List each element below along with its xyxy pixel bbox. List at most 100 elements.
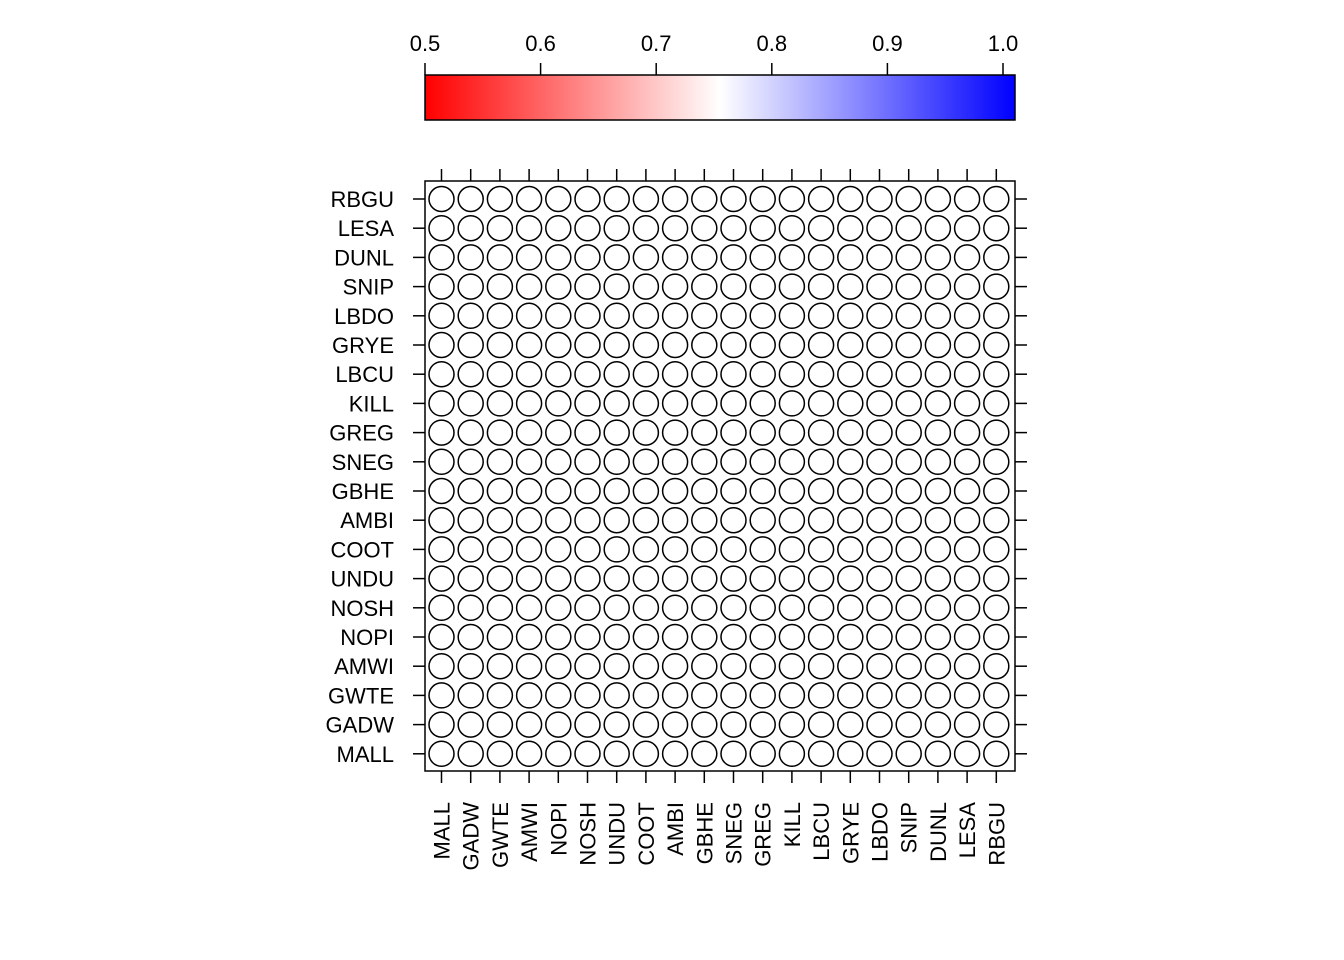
cell-circle	[866, 448, 893, 476]
cell-circle	[778, 652, 806, 680]
cell-circle	[749, 185, 776, 213]
cell-circle	[428, 623, 455, 651]
cell-circle	[515, 711, 543, 738]
cell-circle	[924, 419, 952, 446]
cell-circle	[545, 390, 572, 417]
x-tick-label: KILL	[780, 802, 805, 847]
cell-circle	[545, 594, 572, 622]
cell-circle	[603, 419, 630, 446]
cell-circle	[486, 331, 514, 359]
x-tick-label: RBGU	[984, 802, 1009, 866]
cell-circle	[486, 273, 514, 300]
x-tick-label: GRYE	[838, 802, 863, 864]
cell-circle	[720, 536, 747, 563]
cell-circle	[895, 711, 922, 738]
cell-circle	[983, 740, 1010, 768]
cell-circle	[661, 594, 689, 622]
cell-circle	[807, 448, 835, 476]
x-tick-label: LESA	[955, 802, 980, 859]
y-tick-label: LBDO	[334, 304, 394, 329]
cell-circle	[428, 711, 455, 738]
cell-circle	[866, 390, 893, 417]
cell-circle	[983, 652, 1010, 680]
cell-circle	[895, 506, 922, 534]
cell-circle	[428, 419, 455, 446]
cell-circle	[720, 594, 747, 622]
colorbar-tick-label: 0.6	[525, 31, 556, 56]
cell-circle	[895, 419, 922, 446]
cell-circle	[720, 244, 747, 271]
cell-circle	[924, 594, 952, 622]
cell-circle	[924, 390, 952, 417]
cell-circle	[983, 623, 1010, 651]
cell-circle	[837, 419, 864, 446]
y-tick-label: UNDU	[330, 567, 394, 592]
cell-circle	[574, 565, 601, 592]
cell-circle	[749, 302, 776, 330]
plot-frame	[424, 180, 1016, 772]
cell-circle	[983, 682, 1010, 709]
cell-circle	[924, 273, 952, 300]
cell-circle	[428, 244, 455, 271]
cell-circle	[983, 565, 1010, 592]
cell-circle	[778, 331, 806, 359]
cell-circle	[983, 214, 1010, 242]
cell-circle	[545, 740, 572, 768]
cell-circle	[661, 565, 689, 592]
cell-circle	[545, 565, 572, 592]
y-tick-label: LBCU	[335, 362, 394, 387]
cell-circle	[807, 623, 835, 651]
cell-circle	[953, 506, 981, 534]
cell-circle	[603, 711, 630, 738]
cell-circle	[603, 390, 630, 417]
cell-circle	[778, 419, 806, 446]
y-tick-label: GWTE	[328, 683, 394, 708]
cell-circle	[837, 331, 864, 359]
cell-circle	[486, 594, 514, 622]
cell-circle	[691, 477, 718, 505]
cell-circle	[749, 740, 776, 768]
cell-circle	[837, 214, 864, 242]
cell-circle	[632, 419, 660, 446]
cell-circle	[661, 214, 689, 242]
colorbar: 0.5 0.6 0.7 0.8 0.9 1.0	[410, 31, 1018, 121]
cell-circle	[574, 244, 601, 271]
cell-circle	[574, 623, 601, 651]
cell-circle	[778, 536, 806, 563]
cell-circle	[866, 244, 893, 271]
cell-circle	[661, 360, 689, 388]
cell-circle	[866, 360, 893, 388]
cell-circle	[545, 652, 572, 680]
cell-circle	[924, 652, 952, 680]
cell-circle	[807, 390, 835, 417]
cell-circle	[661, 390, 689, 417]
cell-circle	[720, 623, 747, 651]
cell-circle	[749, 652, 776, 680]
cell-circle	[428, 360, 455, 388]
y-tick-label: AMWI	[334, 654, 394, 679]
cell-circle	[691, 331, 718, 359]
cell-circle	[953, 419, 981, 446]
cell-circle	[545, 185, 572, 213]
cell-circle	[515, 565, 543, 592]
cell-circle	[953, 331, 981, 359]
cell-circle	[983, 711, 1010, 738]
cell-circle	[807, 360, 835, 388]
cell-circle	[632, 477, 660, 505]
cell-circle	[515, 623, 543, 651]
cell-circle	[778, 360, 806, 388]
cell-circle	[720, 302, 747, 330]
cell-circle	[486, 390, 514, 417]
cell-circle	[574, 214, 601, 242]
cell-circle	[720, 682, 747, 709]
cell-circle	[895, 273, 922, 300]
cell-circle	[837, 682, 864, 709]
y-axis: RBGU LESA DUNL SNIP LBDO GRYE LBCU KILL GREG SNEG…	[326, 187, 1027, 767]
cell-circle	[866, 477, 893, 505]
cell-circle	[545, 244, 572, 271]
cell-circle	[574, 477, 601, 505]
cell-circle	[866, 536, 893, 563]
cell-circle	[807, 506, 835, 534]
cell-circle	[866, 331, 893, 359]
cell-circle	[983, 331, 1010, 359]
